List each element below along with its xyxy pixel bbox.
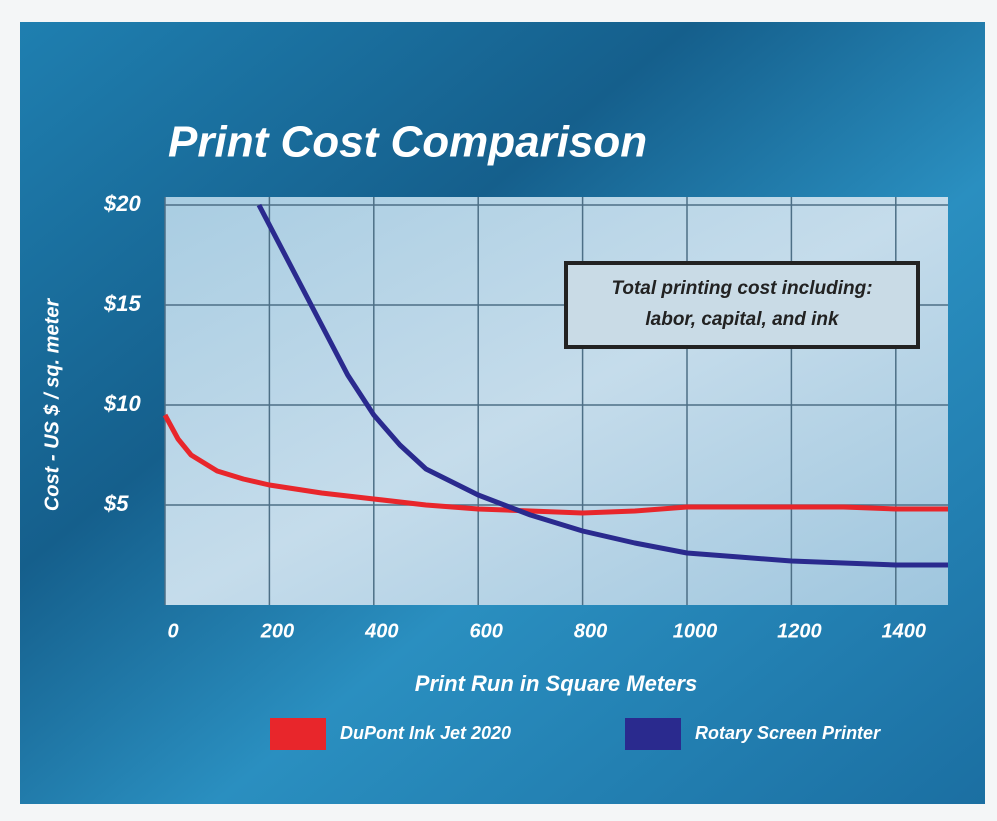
legend-swatch: [270, 718, 326, 750]
annotation-box: [564, 261, 920, 349]
legend-swatch: [625, 718, 681, 750]
y-axis-label: Cost - US $ / sq. meter: [41, 298, 63, 511]
series-line: [162, 413, 948, 516]
y-tick-label: $10: [103, 391, 141, 416]
legend-label: DuPont Ink Jet 2020: [340, 723, 511, 743]
x-tick-label: 1400: [882, 620, 927, 642]
x-tick-label: 600: [470, 620, 503, 642]
chart-title: Print Cost Comparison: [168, 118, 647, 167]
y-tick-label: $15: [103, 291, 141, 316]
x-tick-label: 800: [574, 620, 607, 642]
bottom-margin: [0, 804, 997, 821]
x-tick-label: 0: [167, 620, 178, 642]
annotation: Total printing cost including:: [611, 278, 872, 299]
y-tick-label: $20: [103, 191, 141, 216]
x-tick-label: 200: [260, 620, 294, 642]
x-tick-label: 400: [364, 620, 398, 642]
series-line: [256, 203, 948, 568]
x-axis-label: Print Run in Square Meters: [415, 671, 697, 696]
y-tick-label: $5: [103, 491, 129, 516]
legend-label: Rotary Screen Printer: [695, 723, 881, 743]
plot-area: [165, 197, 948, 605]
x-tick-label: 1200: [777, 620, 822, 642]
x-tick-label: 1000: [673, 620, 718, 642]
annotation: labor, capital, and ink: [645, 309, 840, 330]
